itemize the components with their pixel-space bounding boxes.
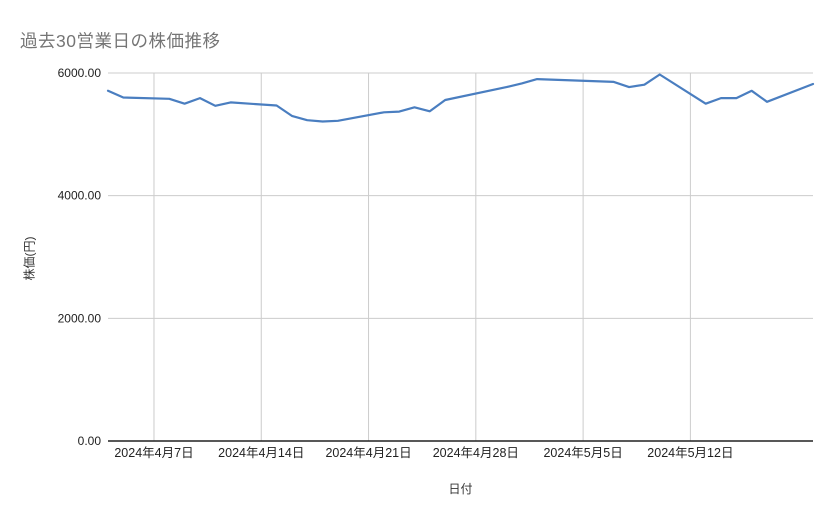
x-tick-label: 2024年4月7日	[114, 446, 193, 460]
y-tick-label: 0.00	[78, 434, 102, 448]
x-tick-label: 2024年4月14日	[218, 446, 304, 460]
x-axis-title: 日付	[448, 482, 473, 496]
x-tick-label: 2024年5月12日	[647, 446, 733, 460]
y-tick-label: 6000.00	[58, 66, 102, 80]
x-tick-label: 2024年4月21日	[325, 446, 411, 460]
stock-price-line	[106, 73, 815, 123]
y-axis-title: 株価(円)	[22, 236, 37, 281]
chart-title: 過去30営業日の株価推移	[20, 31, 221, 51]
x-tick-label: 2024年4月28日	[433, 446, 519, 460]
x-tick-label: 2024年5月5日	[543, 446, 622, 460]
y-tick-label: 2000.00	[58, 311, 102, 325]
y-tick-label: 4000.00	[58, 189, 102, 203]
